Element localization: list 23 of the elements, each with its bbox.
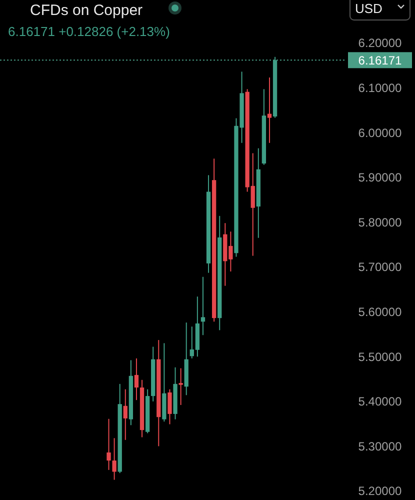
candlestick: [267, 76, 272, 144]
candlestick: [106, 418, 111, 470]
y-tick-label: 5.60000: [358, 305, 402, 319]
y-tick-label: 5.70000: [358, 260, 402, 274]
candlestick: [123, 388, 128, 440]
y-tick-label: 6.00000: [358, 126, 402, 140]
y-tick-label: 6.20000: [358, 36, 402, 50]
y-tick-label: 5.50000: [358, 350, 402, 364]
ref-line-label: 6.16171: [358, 53, 402, 68]
text: USD: [355, 1, 382, 16]
candlestick: [200, 276, 206, 336]
y-tick-label: 5.30000: [358, 439, 402, 454]
y-tick-label: 5.90000: [358, 170, 402, 185]
chart-title: CFDs on Copper: [30, 2, 143, 19]
candlestick: [178, 368, 183, 406]
y-tick-label: 6.10000: [358, 81, 402, 95]
y-tick-label: 5.20000: [358, 484, 402, 498]
chart-subtitle: 6.16171 +0.12826 (+2.13%): [8, 24, 170, 39]
candlestick: [134, 358, 139, 401]
y-tick-label: 5.40000: [358, 394, 402, 409]
y-tick-label: 5.80000: [358, 215, 402, 230]
candlestick: [168, 388, 172, 425]
candlestick: [112, 438, 116, 480]
